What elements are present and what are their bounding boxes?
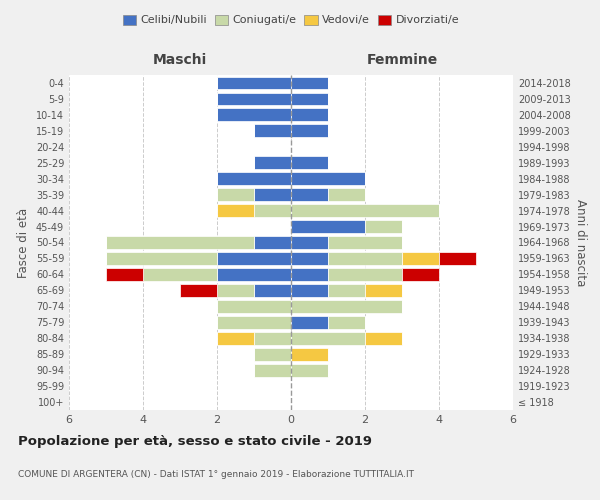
- Bar: [106, 252, 217, 265]
- Y-axis label: Anni di nascita: Anni di nascita: [574, 199, 587, 286]
- Bar: [217, 332, 254, 344]
- Text: COMUNE DI ARGENTERA (CN) - Dati ISTAT 1° gennaio 2019 - Elaborazione TUTTITALIA.: COMUNE DI ARGENTERA (CN) - Dati ISTAT 1°…: [18, 470, 414, 479]
- Bar: [217, 172, 291, 185]
- Bar: [291, 268, 328, 281]
- Bar: [106, 268, 143, 281]
- Bar: [291, 156, 328, 169]
- Text: Popolazione per età, sesso e stato civile - 2019: Popolazione per età, sesso e stato civil…: [18, 435, 372, 448]
- Bar: [291, 204, 439, 217]
- Bar: [291, 284, 328, 296]
- Bar: [180, 284, 217, 296]
- Bar: [291, 188, 328, 201]
- Bar: [217, 284, 254, 296]
- Bar: [254, 188, 291, 201]
- Bar: [254, 124, 291, 137]
- Bar: [365, 332, 402, 344]
- Bar: [217, 300, 291, 312]
- Bar: [143, 268, 217, 281]
- Bar: [402, 252, 439, 265]
- Text: Maschi: Maschi: [153, 53, 207, 67]
- Bar: [439, 252, 476, 265]
- Bar: [291, 300, 402, 312]
- Bar: [254, 348, 291, 360]
- Bar: [291, 316, 328, 328]
- Bar: [254, 204, 291, 217]
- Bar: [217, 268, 291, 281]
- Bar: [291, 364, 328, 376]
- Bar: [217, 188, 254, 201]
- Bar: [217, 252, 291, 265]
- Bar: [291, 124, 328, 137]
- Bar: [217, 204, 254, 217]
- Y-axis label: Fasce di età: Fasce di età: [17, 208, 30, 278]
- Bar: [402, 268, 439, 281]
- Bar: [254, 284, 291, 296]
- Bar: [328, 284, 365, 296]
- Bar: [291, 92, 328, 106]
- Bar: [328, 188, 365, 201]
- Bar: [365, 284, 402, 296]
- Bar: [254, 364, 291, 376]
- Bar: [328, 268, 402, 281]
- Bar: [254, 156, 291, 169]
- Bar: [365, 220, 402, 233]
- Bar: [217, 316, 291, 328]
- Bar: [328, 316, 365, 328]
- Bar: [217, 108, 291, 122]
- Bar: [291, 236, 328, 249]
- Bar: [328, 252, 402, 265]
- Bar: [291, 348, 328, 360]
- Bar: [254, 236, 291, 249]
- Bar: [291, 172, 365, 185]
- Bar: [291, 332, 365, 344]
- Bar: [291, 108, 328, 122]
- Bar: [217, 76, 291, 90]
- Bar: [291, 76, 328, 90]
- Text: Femmine: Femmine: [367, 53, 437, 67]
- Bar: [328, 236, 402, 249]
- Bar: [254, 332, 291, 344]
- Bar: [106, 236, 254, 249]
- Bar: [291, 252, 328, 265]
- Bar: [291, 220, 365, 233]
- Legend: Celibi/Nubili, Coniugati/e, Vedovi/e, Divorziati/e: Celibi/Nubili, Coniugati/e, Vedovi/e, Di…: [118, 10, 464, 30]
- Bar: [217, 92, 291, 106]
